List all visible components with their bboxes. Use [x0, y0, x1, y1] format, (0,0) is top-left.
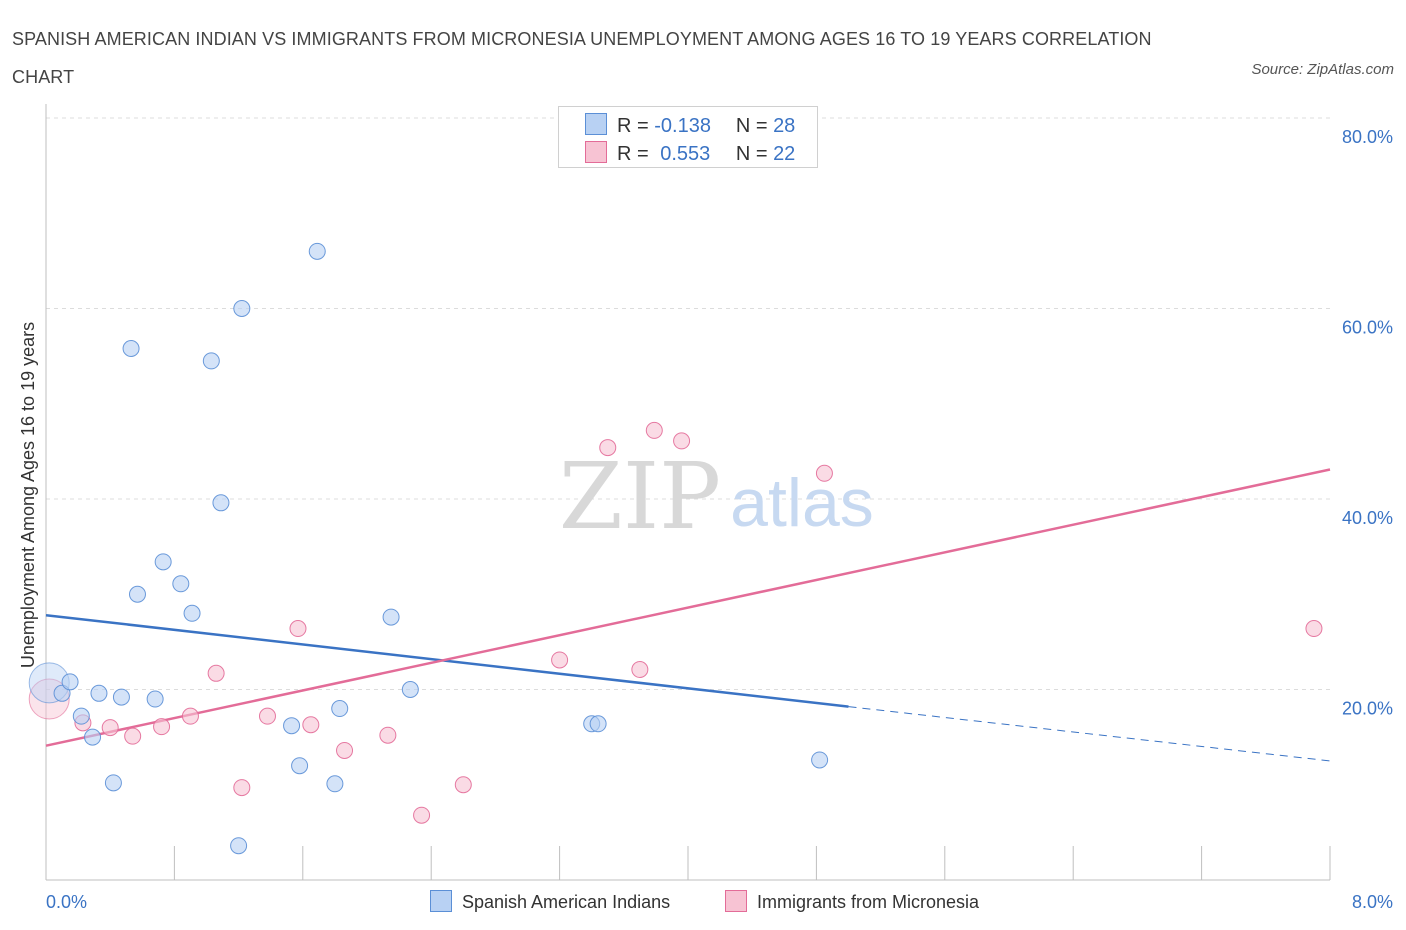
point-blue — [172, 575, 190, 593]
point-blue — [589, 715, 607, 733]
point-pink — [645, 421, 663, 439]
point-blue — [72, 707, 90, 725]
point-pink — [124, 727, 142, 745]
gridlines — [46, 117, 1330, 690]
point-pink — [302, 716, 320, 734]
chart-title: SPANISH AMERICAN INDIAN VS IMMIGRANTS FR… — [12, 29, 1152, 87]
point-pink — [413, 806, 431, 824]
y-tick-label: 80.0% — [1342, 127, 1393, 147]
point-pink — [673, 432, 691, 450]
n-label: N = — [735, 115, 768, 137]
point-blue — [112, 688, 130, 706]
y-tick-label: 40.0% — [1342, 508, 1393, 528]
source-label: Source: ZipAtlas.com — [1251, 61, 1394, 78]
y-axis-title: Unemployment Among Ages 16 to 19 years — [18, 322, 38, 668]
point-blue — [61, 673, 79, 691]
point-blue — [154, 553, 172, 571]
point-blue — [183, 604, 201, 622]
r-label: R = — [617, 115, 649, 137]
trend-line-blue — [45, 613, 849, 708]
point-pink — [181, 707, 199, 725]
r-value-blue: -0.138 — [654, 115, 711, 137]
x-tick-label: 8.0% — [1352, 892, 1393, 912]
point-pink — [233, 779, 251, 797]
correlation-legend: R = -0.138 N = 28 R = 0.553 N = 22 — [558, 106, 818, 168]
point-pink — [153, 718, 171, 736]
point-blue — [308, 242, 326, 260]
point-pink — [258, 707, 276, 725]
point-pink — [599, 439, 617, 457]
point-pink — [207, 664, 225, 682]
legend-item-immigrants-from-micronesia: Immigrants from Micronesia — [725, 890, 979, 913]
point-pink — [551, 651, 569, 669]
pink-swatch — [585, 141, 607, 163]
trend-line-pink — [45, 468, 1331, 747]
point-blue — [212, 494, 230, 512]
point-pink — [631, 660, 649, 678]
point-pink — [815, 464, 833, 482]
point-pink — [336, 741, 354, 759]
trend-lines — [45, 468, 1331, 762]
point-blue — [128, 585, 146, 603]
n-value-blue: 28 — [773, 115, 796, 137]
point-blue — [122, 340, 140, 358]
legend-label-pink: Immigrants from Micronesia — [757, 892, 980, 912]
point-blue — [90, 684, 108, 702]
point-blue — [401, 681, 419, 698]
watermark-atlas: atlas — [730, 465, 874, 541]
n-value-pink: 22 — [773, 143, 796, 165]
blue-swatch — [430, 890, 452, 912]
point-blue — [291, 757, 309, 775]
data-points — [28, 242, 1323, 855]
point-pink — [101, 719, 119, 737]
point-blue — [811, 751, 829, 769]
y-tick-label: 60.0% — [1342, 318, 1393, 338]
legend-label-blue: Spanish American Indians — [462, 892, 671, 912]
axis-labels: 20.0% 40.0% 60.0% 80.0% 0.0% 8.0% Unemployment… — [18, 127, 1393, 912]
point-blue — [202, 352, 220, 370]
axes — [45, 104, 1331, 881]
y-tick-label: 20.0% — [1342, 699, 1393, 719]
point-blue — [331, 700, 349, 718]
point-blue — [84, 728, 102, 746]
point-pink — [454, 776, 472, 794]
point-blue — [233, 300, 251, 317]
legend-item-spanish-american-indians: Spanish American Indians — [430, 890, 670, 913]
blue-swatch — [585, 113, 607, 135]
point-pink — [289, 620, 307, 638]
r-label: R = — [617, 143, 649, 165]
point-blue — [326, 775, 344, 793]
legend-row-blue: R = -0.138 N = 28 — [585, 113, 795, 137]
trend-line-blue-dashed — [848, 706, 1331, 762]
x-tick-label: 0.0% — [46, 892, 87, 912]
point-blue — [104, 774, 122, 792]
r-value-pink: 0.553 — [660, 143, 711, 165]
point-blue — [382, 608, 400, 626]
n-label: N = — [735, 143, 768, 165]
point-blue — [230, 837, 248, 855]
point-blue — [146, 690, 164, 708]
point-pink — [1305, 620, 1323, 638]
pink-swatch — [725, 890, 747, 912]
legend-row-pink: R = 0.553 N = 22 — [585, 141, 795, 165]
point-blue — [283, 717, 301, 735]
watermark-zip: ZIP — [559, 443, 721, 550]
point-pink — [379, 726, 397, 744]
